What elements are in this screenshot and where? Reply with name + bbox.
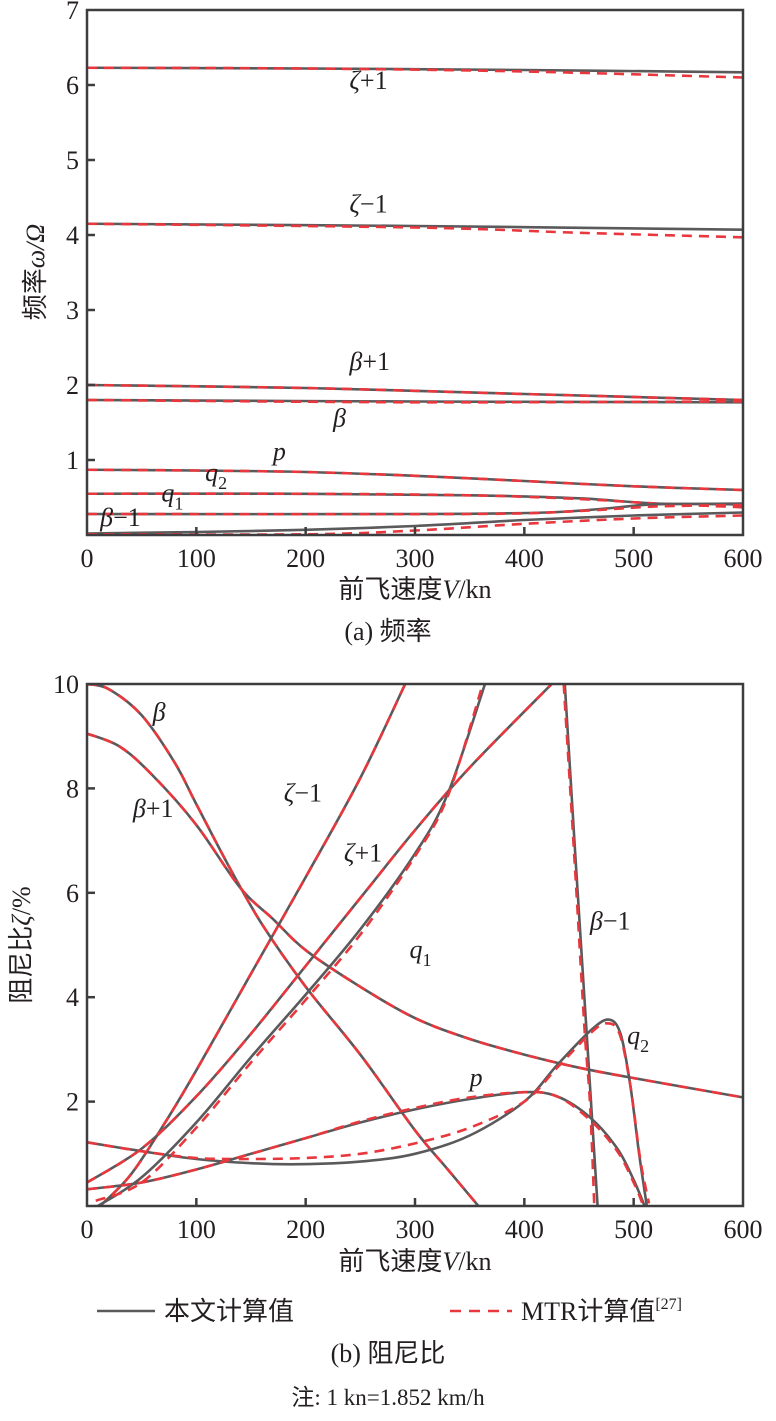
x-tick-label: 300	[396, 1215, 435, 1244]
damping-dashed-line-p	[87, 1090, 644, 1204]
x-tick-label: 600	[724, 544, 763, 573]
damping-series-label-zeta-minus-1: ζ−1	[284, 778, 322, 807]
damping-series-label-p: p	[468, 1063, 483, 1092]
damping-dashed-line-beta	[87, 684, 480, 1206]
x-tick-label: 100	[177, 1215, 216, 1244]
damping-dashed-line-q2	[87, 1021, 651, 1204]
frequency-series-label-q1: q1	[161, 478, 183, 513]
frequency-series-label-beta: β	[332, 403, 346, 432]
damping-y-axis-title: 阻尼比ζ/%	[7, 886, 36, 1003]
y-tick-label: 3	[66, 296, 79, 325]
damping-plot-frame	[85, 682, 745, 1208]
frequency-solid-line-p	[87, 468, 743, 492]
damping-series-label-zeta-plus-1: ζ+1	[344, 838, 382, 867]
damping-solid-line-beta-minus-1	[563, 684, 599, 1206]
damping-dashed-line-zeta-minus-1	[99, 684, 407, 1206]
damping-curves	[87, 684, 743, 1206]
frequency-dashed-line-zeta-minus-1	[87, 222, 743, 239]
damping-x-axis-title: 前飞速度V/kn	[338, 1247, 491, 1276]
y-tick-label: 5	[66, 146, 79, 175]
damping-solid-line-zeta-minus-1	[99, 684, 407, 1206]
y-tick-label: 10	[53, 670, 79, 699]
unit-note: 注: 1 kn=1.852 km/h	[291, 1385, 485, 1410]
y-tick-label: 1	[66, 446, 79, 475]
x-tick-label: 400	[505, 1215, 544, 1244]
frequency-solid-line-zeta-minus-1	[87, 222, 743, 231]
x-tick-label: 500	[614, 1215, 653, 1244]
frequency-dashed-line-p	[87, 468, 743, 492]
x-tick-label: 600	[724, 1215, 763, 1244]
damping-caption: (b) 阻尼比	[331, 1339, 446, 1368]
x-tick-label: 200	[286, 544, 325, 573]
y-tick-label: 8	[66, 774, 79, 803]
y-tick-label: 4	[66, 983, 79, 1012]
x-tick-label: 0	[81, 1215, 94, 1244]
damping-solid-line-zeta-plus-1	[87, 684, 553, 1184]
frequency-caption: (a) 频率	[344, 617, 431, 646]
x-tick-label: 300	[396, 544, 435, 573]
frequency-dashed-line-q1	[87, 503, 743, 516]
y-tick-label: 4	[66, 221, 79, 250]
damping-chart: 0 100 200 300 400 500 600 2 4 6 8 10 β β+1 ζ−1 ζ+1 q1 β−…	[7, 670, 763, 1276]
damping-series-label-beta: β	[152, 698, 166, 727]
y-tick-label: 2	[66, 1088, 79, 1117]
damping-annotations: β β+1 ζ−1 ζ+1 q1 β−1 q2 p	[132, 698, 649, 1092]
frequency-solid-line-beta-plus-1	[87, 383, 743, 402]
damping-dashed-line-beta-minus-1	[562, 684, 596, 1206]
frequency-series-label-q2: q2	[205, 458, 227, 493]
legend-solid-label: 本文计算值	[164, 1297, 294, 1326]
legend-dashed-label: MTR计算值[27]	[521, 1296, 682, 1326]
x-tick-label: 400	[505, 544, 544, 573]
frequency-x-axis-title: 前飞速度V/kn	[338, 575, 491, 604]
damping-dashed-line-zeta-plus-1	[87, 684, 553, 1184]
frequency-series-label-p: p	[271, 437, 286, 466]
damping-series-label-q1: q1	[410, 935, 432, 970]
legend: 本文计算值 MTR计算值[27]	[97, 1296, 682, 1326]
y-tick-label: 6	[66, 71, 79, 100]
frequency-solid-line-q1	[87, 502, 743, 516]
frequency-dashed-line-beta-plus-1	[87, 383, 743, 402]
damping-series-label-beta-plus-1: β+1	[132, 794, 174, 823]
damping-dashed-line-q1	[95, 684, 485, 1203]
frequency-chart: 0 100 200 300 400 500 600 1 2 3 4 5 6 7 ζ+1 ζ−1 β+1β p q2…	[21, 0, 763, 646]
frequency-dashed-line-zeta-plus-1	[87, 66, 743, 79]
frequency-y-axis-title: 频率ω/Ω	[21, 224, 50, 320]
frequency-series-label-beta-minus-1: β−1	[99, 503, 141, 532]
x-tick-label: 100	[177, 544, 216, 573]
frequency-curves	[87, 66, 743, 535]
damping-series-label-beta-minus-1: β−1	[589, 906, 631, 935]
frequency-series-label-beta-plus-1: β+1	[348, 347, 390, 376]
frequency-annotations: ζ+1 ζ−1 β+1β p q2 q1 β−1	[99, 66, 390, 532]
damping-solid-line-q1	[97, 684, 487, 1206]
damping-series-label-q2: q2	[627, 1021, 649, 1056]
frequency-dashed-line-beta	[87, 398, 743, 404]
frequency-axes: 0 100 200 300 400 500 600 1 2 3 4 5 6 7	[66, 0, 763, 573]
x-tick-label: 200	[286, 1215, 325, 1244]
frequency-series-label-zeta-minus-1: ζ−1	[349, 190, 387, 219]
y-tick-label: 2	[66, 371, 79, 400]
x-tick-label: 500	[614, 544, 653, 573]
frequency-plot-frame	[85, 8, 745, 537]
damping-axes: 0 100 200 300 400 500 600 2 4 6 8 10	[53, 670, 763, 1244]
frequency-series-label-zeta-plus-1: ζ+1	[349, 66, 387, 95]
x-tick-label: 0	[81, 544, 94, 573]
damping-dashed-line-beta-plus-1	[87, 732, 743, 1099]
y-tick-label: 7	[66, 0, 79, 25]
y-tick-label: 6	[66, 879, 79, 908]
damping-solid-line-p	[87, 1090, 646, 1206]
